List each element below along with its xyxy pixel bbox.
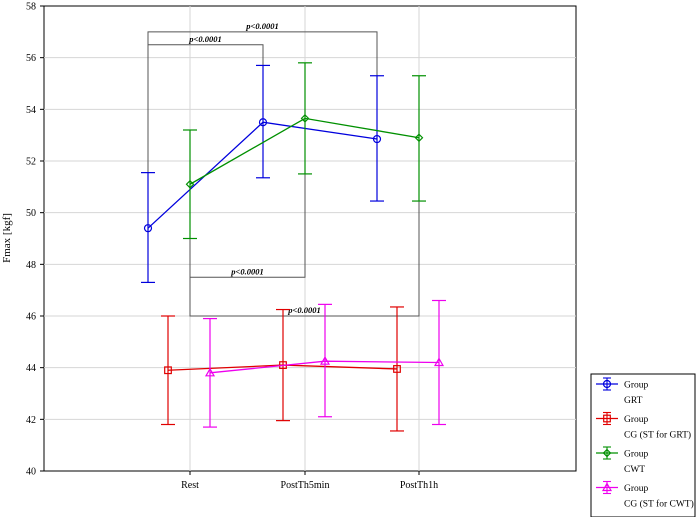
legend-header: Group — [624, 450, 649, 460]
y-tick-label: 52 — [26, 157, 36, 168]
y-tick-label: 56 — [26, 53, 36, 64]
significance-bracket — [189, 201, 420, 317]
x-tick-label: Rest — [181, 480, 199, 491]
legend-marker — [601, 482, 613, 492]
y-tick-label: 42 — [26, 415, 36, 426]
significance-bracket — [147, 44, 264, 173]
legend-marker — [603, 414, 611, 423]
data-point — [164, 366, 172, 375]
legend-label: CWT — [624, 465, 645, 475]
y-tick-label: 58 — [26, 2, 36, 13]
legend-header: Group — [624, 484, 649, 494]
legend-label: CG (ST for CWT) — [624, 499, 694, 510]
data-point — [393, 365, 401, 373]
legend-box — [590, 373, 696, 517]
plot-area — [43, 5, 577, 472]
significance-label: p<0.0001 — [230, 266, 263, 276]
legend-entry: Group CWT — [596, 446, 649, 475]
data-point — [319, 355, 331, 365]
significance-label: p<0.0001 — [287, 305, 320, 315]
y-tick-label: 50 — [26, 208, 36, 219]
legend-header: Group — [624, 415, 649, 425]
series-layer — [141, 62, 446, 432]
data-point — [258, 118, 268, 127]
y-tick-label: 40 — [26, 467, 36, 478]
series-cwt — [183, 62, 426, 240]
significance-brackets: p<0.0001 p<0.0001 p<0.0001 p<0.0001 — [147, 21, 420, 317]
x-tick-label: PostTh1h — [400, 480, 438, 491]
legend-label: CG (ST for GRT) — [624, 430, 691, 441]
data-point — [185, 179, 195, 189]
y-axis: 40 42 44 46 48 50 52 54 56 58 — [26, 2, 44, 478]
data-point — [433, 357, 445, 367]
data-point — [372, 134, 382, 144]
data-point — [414, 133, 424, 143]
y-tick-label: 44 — [26, 363, 36, 374]
series-cg-st-for-cwt — [203, 299, 446, 428]
legend-entry: Group CG (ST for GRT) — [596, 411, 691, 441]
legend-marker — [602, 448, 612, 458]
x-axis: Rest PostTh5min PostTh1h — [181, 471, 438, 491]
data-point — [204, 367, 216, 377]
y-tick-label: 48 — [26, 260, 36, 271]
legend-marker — [602, 379, 612, 389]
legend-entry: Group GRT — [596, 377, 649, 406]
y-tick-label: 54 — [26, 105, 36, 116]
x-tick-label: PostTh5min — [281, 480, 330, 491]
data-point — [300, 114, 310, 123]
y-axis-title: Fmax [kgf] — [1, 213, 13, 263]
data-point — [143, 224, 153, 233]
series-grt — [141, 64, 384, 284]
legend-entry: Group CG (ST for CWT) — [596, 480, 694, 510]
significance-label: p<0.0001 — [188, 34, 221, 44]
legend-header: Group — [624, 381, 649, 391]
legend-label: GRT — [624, 396, 643, 406]
significance-label: p<0.0001 — [245, 21, 278, 31]
y-tick-label: 46 — [26, 312, 36, 323]
